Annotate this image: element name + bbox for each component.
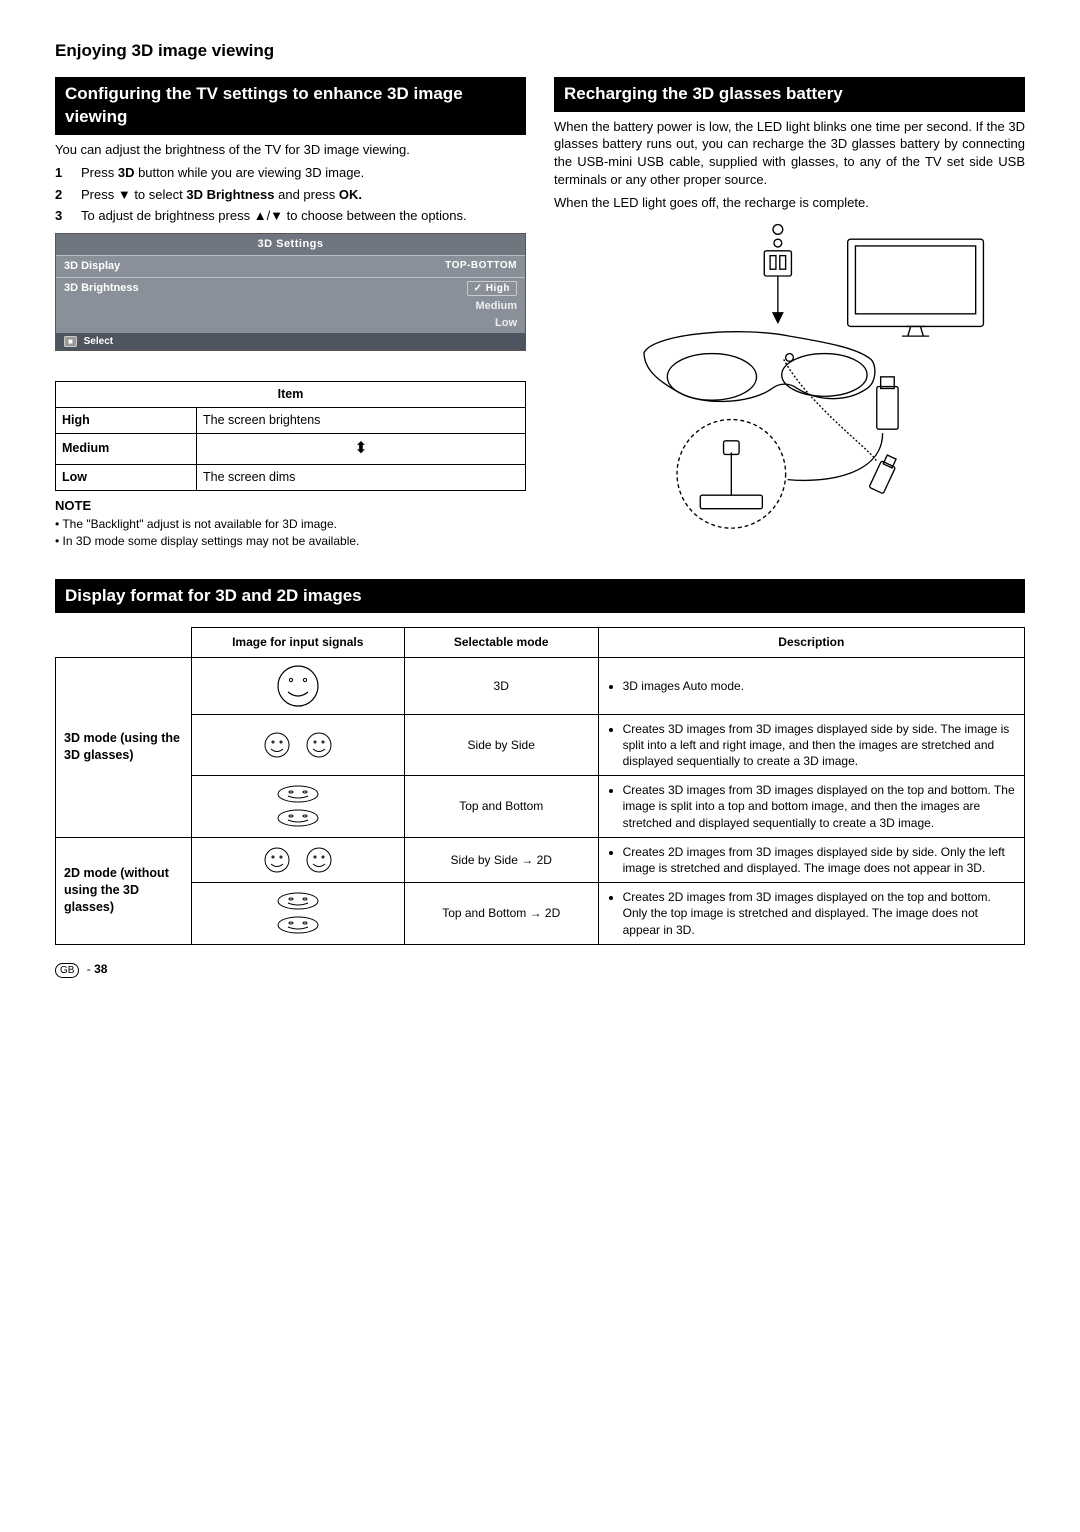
recharge-para1: When the battery power is low, the LED l… xyxy=(554,118,1025,188)
settings-row: 3D Brightness ✓ High xyxy=(56,277,525,300)
note-list: The "Backlight" adjust is not available … xyxy=(55,516,526,549)
fmt-hbar: Display format for 3D and 2D images xyxy=(55,579,1025,614)
page-section-title: Enjoying 3D image viewing xyxy=(55,40,1025,63)
settings-panel: 3D Settings 3D Display TOP-BOTTOM 3D Bri… xyxy=(55,233,526,351)
recharge-para2: When the LED light goes off, the recharg… xyxy=(554,194,1025,212)
page-footer: GB - 38 xyxy=(55,961,1025,979)
config-hbar: Configuring the TV settings to enhance 3… xyxy=(55,77,526,135)
settings-title: 3D Settings xyxy=(56,234,525,255)
settings-footer: ■ Select xyxy=(56,333,525,351)
note-heading: NOTE xyxy=(55,497,526,515)
recharge-illustration xyxy=(554,212,1025,532)
item-table: Item HighThe screen brightensMedium⬍LowT… xyxy=(55,381,526,490)
config-steps: 1Press 3D button while you are viewing 3… xyxy=(55,164,526,225)
recharge-hbar: Recharging the 3D glasses battery xyxy=(554,77,1025,112)
config-intro: You can adjust the brightness of the TV … xyxy=(55,141,526,159)
settings-row: 3D Display TOP-BOTTOM xyxy=(56,255,525,277)
format-table: Image for input signals Selectable mode … xyxy=(55,627,1025,944)
